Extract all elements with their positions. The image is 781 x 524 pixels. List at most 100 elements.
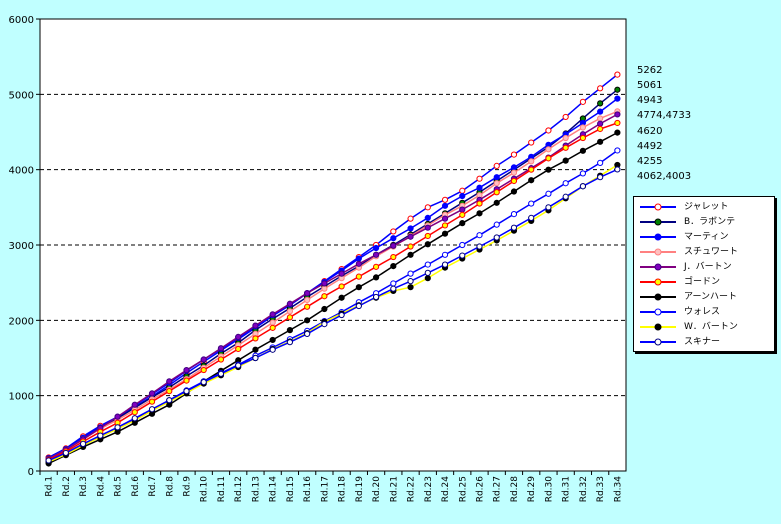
- data-point: [597, 125, 604, 133]
- legend-item: ウォレス: [634, 305, 774, 319]
- x-tick-label: Rd.16: [303, 476, 313, 503]
- x-tick-label: Rd.25: [458, 476, 468, 502]
- data-point: [62, 449, 69, 457]
- data-point: [562, 157, 569, 164]
- y-tick-label: 3000: [9, 241, 34, 252]
- x-tick-label: Rd.20: [372, 476, 382, 503]
- data-point: [441, 261, 449, 268]
- data-point: [510, 164, 518, 171]
- data-point: [407, 270, 414, 277]
- legend-swatch: [640, 278, 676, 286]
- data-point: [200, 366, 207, 374]
- data-point: [148, 398, 156, 405]
- data-point: [597, 174, 604, 181]
- data-point: [390, 235, 397, 242]
- data-point: [493, 199, 500, 206]
- x-tick-label: Rd.33: [596, 476, 606, 502]
- x-tick-label: Rd.34: [613, 476, 623, 503]
- legend-item: スチュワート: [634, 245, 774, 259]
- series-line: [48, 122, 618, 461]
- data-point: [200, 356, 207, 363]
- end-label: 4062,4003: [637, 171, 692, 182]
- x-tick-label: Rd.32: [579, 476, 589, 502]
- data-point: [148, 406, 156, 413]
- series-line: [48, 110, 618, 460]
- x-tick-label: Rd.31: [562, 476, 572, 502]
- legend-item: スキナー: [634, 335, 774, 349]
- legend-swatch: [640, 203, 676, 211]
- chart-legend: ジャレット B．ラボンテ マーティン スチュワート J．バートン ゴードン アー…: [633, 196, 775, 352]
- data-point: [424, 269, 431, 276]
- data-point: [545, 146, 552, 153]
- data-point: [424, 232, 431, 240]
- data-point: [614, 119, 621, 127]
- data-point: [441, 215, 449, 222]
- data-point: [510, 177, 518, 185]
- data-point: [528, 166, 535, 173]
- x-tick-label: Rd.4: [96, 476, 106, 497]
- data-point: [597, 120, 604, 127]
- y-tick-label: 2000: [9, 316, 34, 327]
- series-group: [45, 111, 621, 463]
- data-point: [562, 193, 569, 200]
- x-tick-label: Rd.26: [476, 476, 486, 503]
- data-point: [321, 285, 328, 292]
- data-point: [579, 147, 587, 154]
- data-point: [390, 280, 397, 287]
- y-tick-label: 6000: [9, 15, 34, 26]
- legend-label: アーンハート: [684, 292, 738, 302]
- data-point: [459, 220, 466, 227]
- data-point: [597, 159, 604, 166]
- data-point: [372, 263, 380, 270]
- x-tick-label: Rd.1: [45, 476, 55, 497]
- data-point: [597, 100, 604, 107]
- data-point: [304, 317, 311, 324]
- data-point: [286, 308, 294, 315]
- data-point: [304, 303, 311, 310]
- data-point: [614, 71, 621, 78]
- x-tick-label: Rd.6: [131, 476, 141, 497]
- legend-item: J．バートン: [634, 260, 774, 274]
- legend-item: アーンハート: [634, 290, 774, 304]
- data-point: [338, 270, 345, 277]
- data-point: [493, 234, 500, 241]
- data-point: [235, 345, 242, 353]
- data-point: [476, 184, 483, 191]
- legend-label: J．バートン: [684, 262, 732, 272]
- data-point: [424, 204, 431, 211]
- data-point: [545, 127, 552, 134]
- data-point: [510, 188, 518, 195]
- y-tick-label: 1000: [9, 392, 34, 403]
- data-point: [252, 354, 259, 362]
- data-point: [614, 111, 621, 118]
- legend-marker: [654, 218, 662, 226]
- data-point: [614, 166, 621, 173]
- data-point: [269, 319, 276, 326]
- data-point: [286, 300, 294, 307]
- data-point: [493, 180, 500, 187]
- data-point: [407, 278, 414, 285]
- data-point: [286, 314, 294, 321]
- data-point: [252, 335, 259, 342]
- data-point: [148, 390, 156, 397]
- legend-marker: [654, 293, 662, 301]
- data-point: [355, 302, 362, 310]
- data-point: [510, 224, 518, 231]
- data-point: [579, 124, 587, 131]
- data-point: [390, 285, 397, 292]
- data-point: [614, 95, 621, 102]
- x-tick-label: Rd.18: [338, 476, 348, 503]
- legend-label: スキナー: [684, 337, 721, 347]
- x-tick-label: Rd.2: [62, 476, 72, 497]
- data-point: [407, 233, 414, 240]
- y-tick-label: 0: [28, 467, 34, 478]
- data-point: [579, 134, 587, 142]
- x-tick-label: Rd.5: [114, 476, 124, 497]
- data-point: [390, 242, 397, 249]
- data-point: [286, 339, 294, 346]
- x-tick-label: Rd.19: [355, 476, 365, 503]
- legend-swatch: [640, 233, 676, 241]
- data-point: [235, 362, 242, 369]
